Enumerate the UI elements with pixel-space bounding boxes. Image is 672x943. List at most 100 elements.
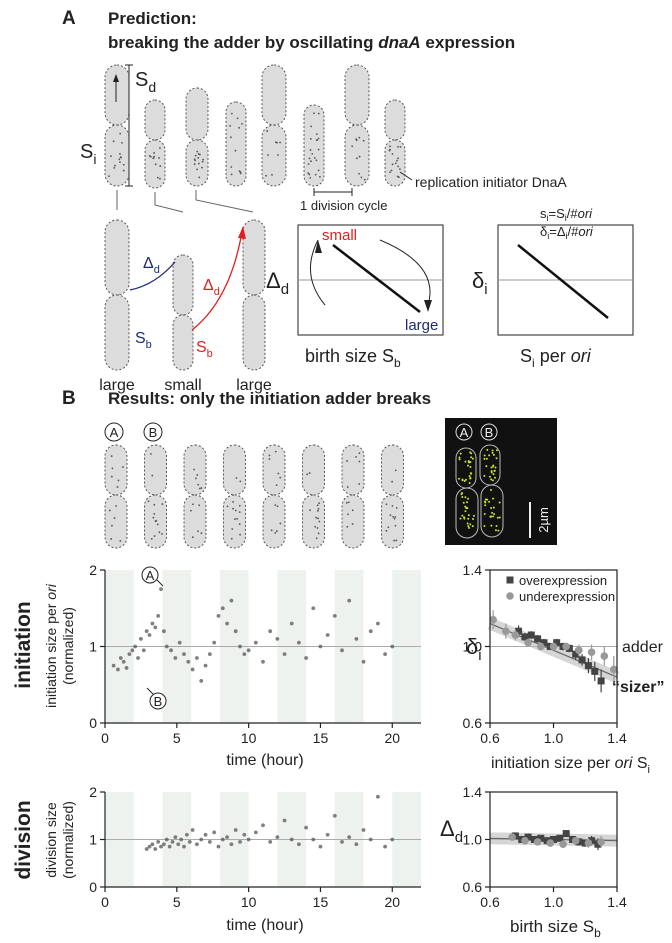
f: i	[565, 213, 567, 223]
data-point	[597, 677, 605, 685]
protein-dot	[318, 502, 321, 505]
data-point	[253, 640, 258, 645]
fluor-dot	[461, 514, 464, 517]
protein-dot	[270, 529, 273, 532]
protein-dot	[274, 450, 277, 453]
fluor-dot	[485, 465, 488, 468]
protein-dot	[345, 501, 348, 504]
f: i	[547, 231, 549, 241]
cell	[223, 444, 246, 496]
y-axis-label: division size	[43, 802, 59, 878]
fluor-dot	[468, 526, 471, 529]
circle-badge	[104, 422, 124, 442]
fluor-dot	[498, 501, 501, 504]
cell	[104, 219, 130, 296]
red-arc	[191, 231, 243, 331]
data-point	[289, 621, 294, 626]
sym: S	[135, 69, 148, 91]
cell	[341, 444, 365, 496]
protein-dot	[117, 479, 120, 482]
protein-dot	[121, 141, 123, 144]
protein-dot	[310, 160, 312, 163]
plot-ylabel: δi	[472, 268, 488, 298]
protein-dot	[317, 112, 320, 115]
protein-dot	[309, 138, 312, 140]
sym: Δ	[266, 268, 281, 293]
sub: b	[594, 926, 601, 940]
annotation-arrow	[146, 687, 154, 695]
fluor-dot	[495, 457, 498, 460]
label: initiation size per	[491, 755, 615, 772]
data-point	[383, 844, 387, 849]
row-label: initiation	[12, 601, 35, 689]
protein-dot	[389, 145, 391, 148]
data-point	[376, 621, 380, 626]
protein-dot	[154, 520, 157, 523]
fluor-dot	[464, 478, 467, 481]
protein-dot	[317, 137, 320, 140]
protein-dot	[196, 474, 199, 476]
protein-dot	[113, 166, 116, 169]
protein-dot	[362, 139, 365, 142]
cell	[144, 444, 167, 496]
label: per	[535, 346, 571, 366]
label: initiation size per	[43, 600, 59, 708]
protein-dot	[313, 156, 316, 159]
data-point	[177, 640, 182, 645]
data-point	[220, 837, 225, 842]
data-point	[562, 830, 570, 838]
data-point	[562, 642, 570, 651]
fluor-dot	[467, 525, 470, 528]
data-point	[203, 832, 208, 837]
protein-dot	[229, 124, 232, 127]
protein-dot	[232, 507, 234, 510]
data-point	[156, 614, 161, 618]
protein-dot	[197, 530, 199, 533]
data-point	[597, 838, 605, 846]
protein-dot	[387, 526, 390, 529]
protein-dot	[235, 477, 238, 479]
data-point	[164, 644, 169, 649]
fluor-dot	[459, 517, 462, 520]
data-point	[311, 837, 316, 842]
cell	[242, 219, 266, 296]
protein-dot	[309, 509, 311, 512]
protein-dot	[196, 168, 198, 171]
fluor-dot	[464, 510, 467, 513]
protein-dot	[119, 132, 122, 135]
protein-dot	[307, 172, 310, 175]
cell	[183, 494, 207, 549]
cell	[261, 64, 287, 126]
fluor-dot	[464, 505, 467, 508]
data-point	[144, 847, 149, 851]
fluor-dot	[490, 524, 493, 527]
protein-dot	[115, 505, 118, 507]
x-tick-label: 5	[173, 730, 181, 746]
data-point	[584, 839, 593, 847]
f: s	[540, 206, 547, 221]
data-point	[502, 627, 510, 635]
protein-dot	[274, 531, 277, 534]
data-point	[390, 837, 395, 842]
protein-dot	[276, 505, 279, 508]
fluor-dot	[491, 479, 494, 482]
fluor-dot	[489, 515, 492, 518]
protein-dot	[153, 152, 155, 154]
f: δ	[540, 224, 547, 239]
annotation: B	[154, 694, 163, 709]
x-axis-label: time (hour)	[226, 752, 303, 769]
sub: d	[455, 829, 463, 846]
fluor-dot	[493, 476, 496, 479]
x-tick-label: 10	[241, 730, 257, 746]
x-tick-label: 0.6	[480, 730, 500, 746]
cell-schematics	[104, 64, 406, 549]
data-point	[169, 648, 173, 653]
data-point	[297, 640, 301, 645]
fluor-dot	[485, 457, 488, 460]
data-point	[361, 659, 366, 664]
fluor-dot	[461, 495, 464, 498]
protein-dot	[393, 517, 396, 520]
protein-dot	[110, 538, 113, 540]
fluor-dot	[462, 501, 465, 504]
trend-line	[517, 244, 609, 319]
